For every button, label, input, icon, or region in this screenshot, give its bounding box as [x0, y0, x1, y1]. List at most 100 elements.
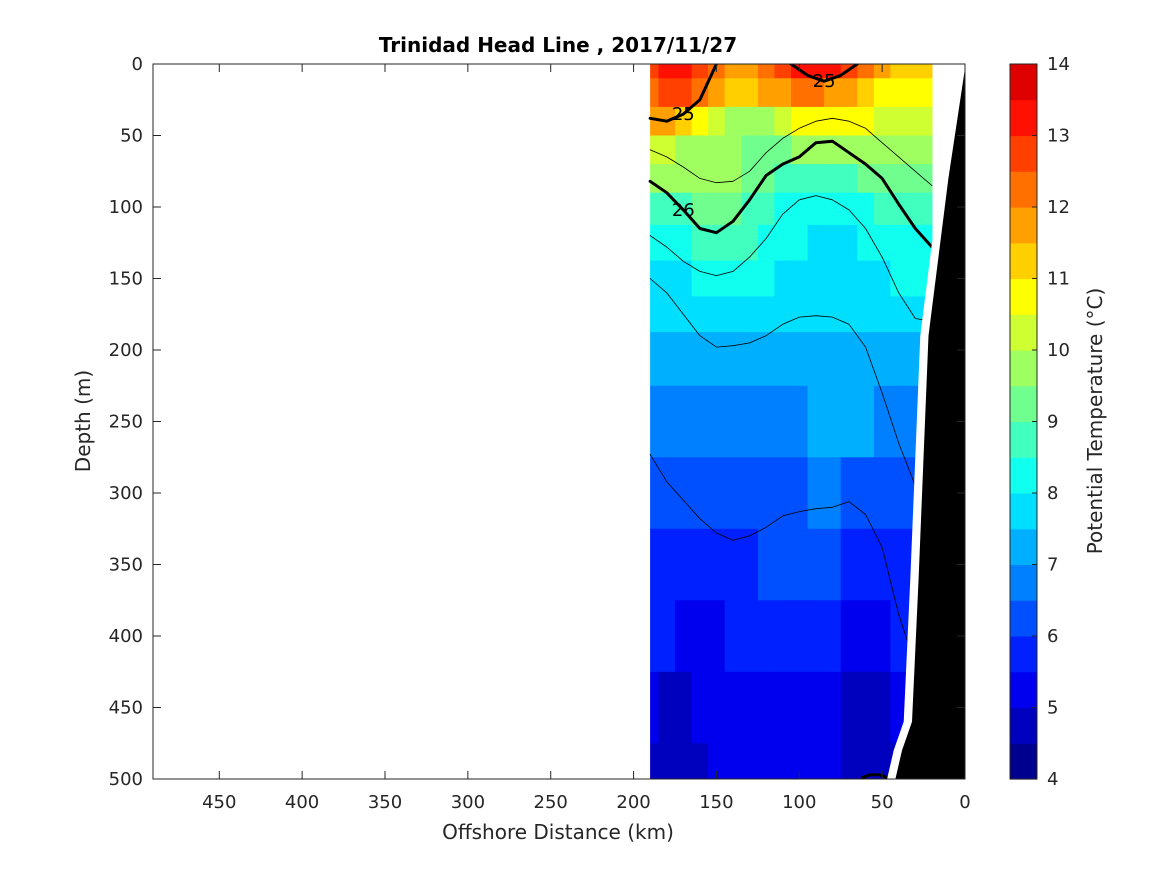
temperature-cell [708, 600, 726, 673]
y-tick-label: 250 [109, 412, 143, 433]
colorbar: 4 5 6 7 8 9 10 11 12 13 14 [1009, 54, 1070, 790]
temperature-cell [774, 743, 792, 779]
temperature-cell [857, 106, 875, 137]
temperature-cell [791, 164, 809, 194]
colorbar-swatch [1010, 707, 1037, 744]
temperature-cell [650, 260, 659, 297]
temperature-cell [741, 106, 759, 137]
temperature-cell [873, 743, 892, 779]
temperature-cell [791, 671, 809, 744]
y-tick-label: 200 [109, 340, 143, 361]
temperature-cell [791, 106, 809, 137]
temperature-cell [708, 743, 726, 779]
temperature-cell [873, 528, 892, 601]
temperature-cell [890, 224, 908, 262]
temperature-cell [724, 78, 742, 108]
temperature-cell [824, 743, 842, 779]
temperature-cell [890, 135, 908, 165]
temperature-cell [724, 457, 742, 530]
colorbar-swatch [1010, 528, 1037, 566]
temperature-cell [757, 385, 776, 458]
x-axis-label: Offshore Distance (km) [442, 820, 674, 844]
temperature-cell [691, 224, 709, 262]
colorbar-tick-label: 5 [1047, 698, 1058, 719]
temperature-cell [724, 743, 742, 779]
colorbar-swatch [1010, 242, 1037, 280]
temperature-cell [873, 385, 892, 458]
temperature-cell [650, 385, 659, 458]
temperature-cell [658, 671, 676, 744]
temperature-cell [691, 135, 709, 165]
temperature-cell [890, 78, 908, 108]
y-tick-label: 150 [109, 269, 143, 290]
temperature-cell [824, 296, 842, 333]
temperature-cell [741, 385, 759, 458]
colorbar-tick-label: 10 [1047, 340, 1070, 361]
y-axis-label: Depth (m) [71, 370, 95, 472]
temperature-cell [857, 528, 875, 601]
temperature-cell [873, 224, 892, 262]
colorbar-swatch [1010, 421, 1037, 458]
plot-area: 25 25 26 [152, 63, 966, 780]
colorbar-swatch [1010, 278, 1037, 315]
temperature-cell [691, 600, 709, 673]
temperature-cell [873, 106, 892, 137]
temperature-cell [824, 671, 842, 744]
temperature-cell [708, 332, 726, 387]
temperature-cell [675, 78, 693, 108]
temperature-cell [724, 164, 742, 194]
temperature-cell [675, 260, 693, 297]
colorbar-swatch [1010, 171, 1037, 208]
y-tick-label: 400 [109, 626, 143, 647]
temperature-cell [650, 106, 659, 137]
temperature-cell [791, 528, 809, 601]
colorbar-tick-label: 9 [1047, 412, 1058, 433]
bottom-topography [887, 64, 965, 779]
colorbar-tick-label: 8 [1047, 483, 1058, 504]
colorbar-tick-label: 4 [1047, 769, 1058, 790]
colorbar-swatch [1010, 457, 1037, 494]
density-contour-line [789, 64, 859, 83]
temperature-cell [658, 743, 676, 779]
temperature-cell [724, 64, 742, 79]
temperature-cell [708, 224, 726, 262]
temperature-cell [890, 106, 908, 137]
temperature-cell [675, 743, 693, 779]
temperature-cell [907, 78, 933, 108]
temperature-cell [708, 528, 726, 601]
temperature-cell [774, 528, 792, 601]
temperature-cell [824, 385, 842, 458]
temperature-cell [658, 192, 676, 226]
temperature-cell [757, 671, 776, 744]
temperature-cell [857, 78, 875, 108]
temperature-cell [807, 224, 825, 262]
temperature-cell [757, 296, 776, 333]
temperature-cell [741, 164, 759, 194]
temperature-cell [658, 385, 676, 458]
y-tick-label: 350 [109, 555, 143, 576]
temperature-cell [741, 260, 759, 297]
temperature-cell [807, 600, 825, 673]
temperature-cell [824, 192, 842, 226]
y-tick-label: 0 [132, 54, 143, 75]
x-tick-label: 250 [534, 792, 568, 813]
temperature-cell [840, 457, 858, 530]
density-contour-line [649, 117, 933, 187]
temperature-cell [890, 528, 908, 601]
temperature-cell [890, 164, 908, 194]
temperature-cell [757, 600, 776, 673]
temperature-cell [791, 457, 809, 530]
temperature-cell [824, 78, 842, 108]
temperature-cell [757, 64, 776, 79]
temperature-cell [824, 332, 842, 387]
temperature-cell [840, 224, 858, 262]
y-tick-label: 450 [109, 698, 143, 719]
colorbar-swatch [1010, 564, 1037, 601]
temperature-cell [650, 164, 659, 194]
temperature-cell [807, 528, 825, 601]
temperature-cell [840, 743, 858, 779]
colorbar-swatch [1010, 600, 1037, 637]
temperature-cell [807, 332, 825, 387]
temperature-cell [857, 457, 875, 530]
